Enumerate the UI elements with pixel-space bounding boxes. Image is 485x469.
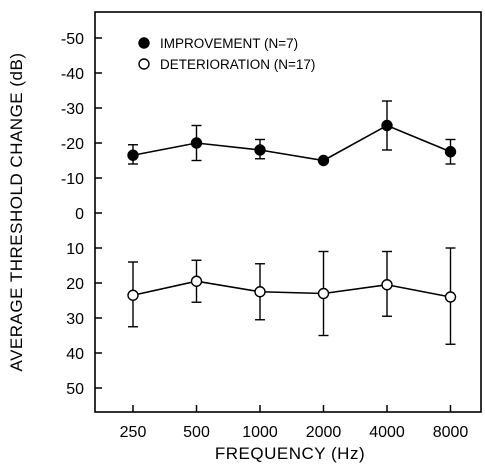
series-improvement	[127, 100, 457, 167]
x-tick-label: 4000	[369, 424, 405, 441]
data-point	[127, 289, 139, 301]
legend-marker	[138, 58, 150, 70]
y-tick-label: -20	[61, 136, 84, 153]
y-tick-label: -40	[61, 66, 84, 83]
x-tick-label: 8000	[433, 424, 469, 441]
legend-label: IMPROVEMENT (N=7)	[160, 36, 298, 51]
data-point	[317, 287, 330, 300]
y-tick-label: 10	[66, 241, 84, 258]
series-line	[132, 124, 451, 162]
y-tick-label: -10	[61, 171, 84, 188]
data-point	[190, 137, 203, 149]
series-deterioration	[127, 247, 457, 345]
y-tick-label: 20	[66, 276, 84, 293]
data-point	[190, 275, 203, 287]
legend-label: DETERIORATION (N=17)	[160, 57, 315, 72]
x-tick-label: 2000	[306, 424, 342, 441]
data-point	[444, 146, 457, 158]
y-tick-label: -30	[61, 101, 84, 118]
x-axis-title: FREQUENCY (Hz)	[215, 444, 365, 463]
y-tick-label: 30	[66, 311, 84, 328]
x-tick-label: 500	[183, 424, 210, 441]
y-tick-label: 0	[75, 206, 84, 223]
series-line	[132, 280, 451, 298]
y-tick-label: -50	[61, 31, 84, 48]
x-axis: 250 500 1000 2000 4000 8000	[120, 405, 469, 441]
y-tick-label: 50	[66, 381, 84, 398]
data-point	[127, 149, 139, 161]
y-axis: -50 -40 -30 -20 -10 0 10 20 30 40 50	[61, 31, 102, 398]
series-layer	[127, 100, 457, 345]
plot-area-frame	[94, 11, 482, 413]
y-tick-label: 40	[66, 346, 84, 363]
data-point	[381, 279, 393, 291]
x-tick-label: 1000	[242, 424, 278, 441]
legend-marker	[138, 37, 150, 49]
data-point	[254, 144, 266, 156]
y-axis-title: AVERAGE THRESHOLD CHANGE (dB)	[7, 53, 26, 372]
data-point	[317, 154, 330, 167]
data-point	[444, 291, 457, 303]
data-point	[381, 119, 393, 132]
legend: IMPROVEMENT (N=7) DETERIORATION (N=17)	[138, 36, 315, 72]
x-tick-label: 250	[120, 424, 147, 441]
data-point	[254, 286, 266, 298]
